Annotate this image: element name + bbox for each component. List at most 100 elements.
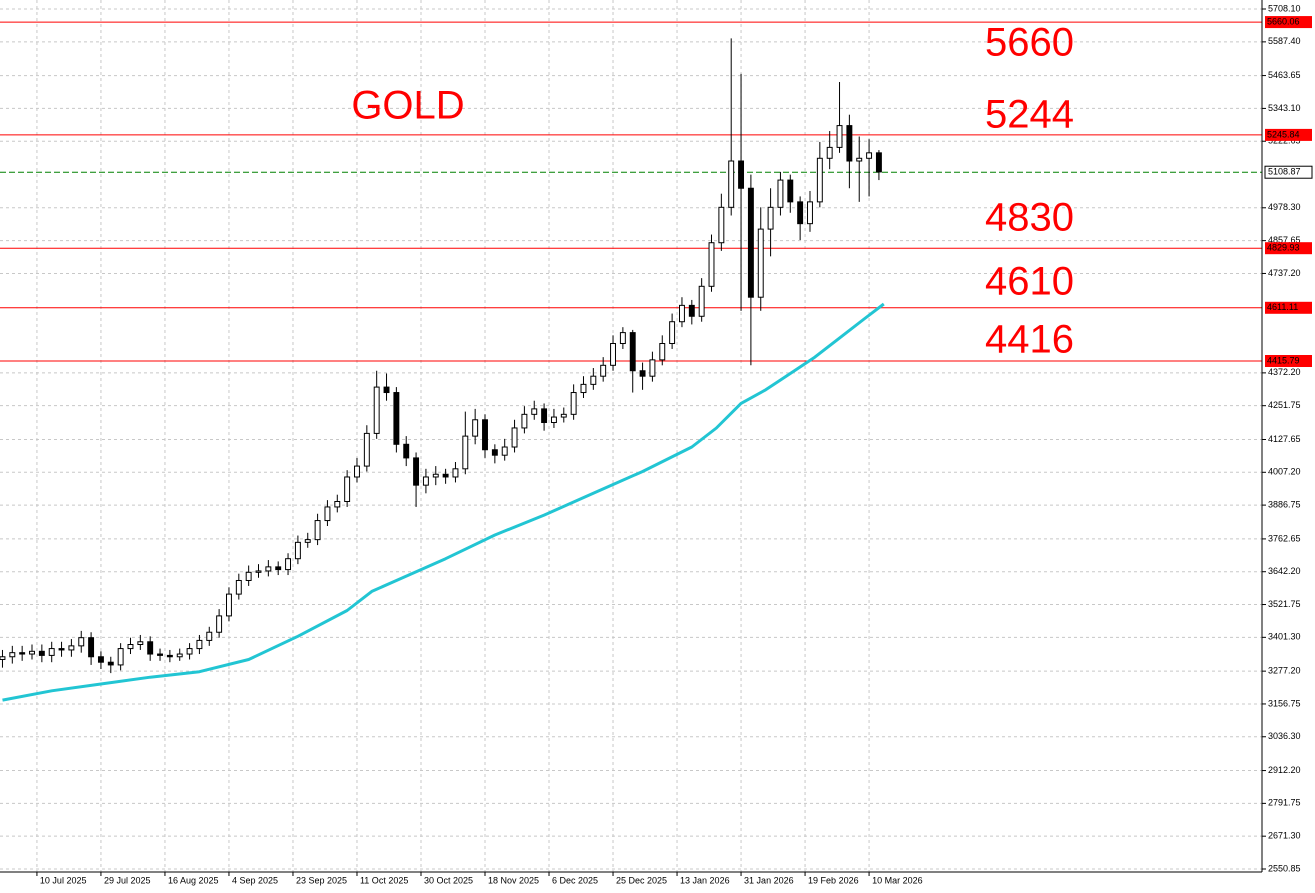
y-tick-label: 2912.20 [1268,765,1301,775]
y-tick-label: 4857.65 [1268,235,1301,245]
candle-body [285,558,292,571]
candle-body [649,359,656,377]
annotation: 4610 [985,260,1074,304]
candle-body [816,157,823,203]
candle-body [531,408,538,415]
candle-body [856,157,863,162]
y-tick-label: 3521.75 [1268,599,1301,609]
y-tick-label: 3886.75 [1268,499,1301,509]
x-tick-label: 6 Dec 2025 [552,875,598,885]
candle-body [48,648,55,656]
candle-body [679,304,685,323]
candle-body [511,427,518,448]
current-price-label: 5108.87 [1268,167,1301,177]
candle-body [38,650,45,656]
x-tick-label: 29 Jul 2025 [104,875,151,885]
marks [0,38,885,702]
candle-body [580,383,587,394]
candle-body [216,615,223,633]
annotation: 4416 [985,318,1074,362]
candle-body [472,419,479,437]
candle-body [866,152,873,159]
candle-body [422,476,429,486]
level-price-label: 4415.79 [1267,355,1300,365]
candle-body [403,443,410,459]
current-price-box [1264,165,1313,179]
candle-body [826,146,833,159]
x-tick-label: 25 Dec 2025 [616,875,667,885]
candle-body [560,413,567,418]
y-tick-label: 3642.20 [1268,566,1301,576]
level-price-box [1265,242,1312,255]
candle-body [393,392,400,445]
x-tick-label: 4 Sep 2025 [232,875,278,885]
candle-body [718,206,725,244]
candle-body [314,520,321,541]
candle-body [442,473,449,478]
candle-body [659,343,666,361]
annotation: 5660 [985,21,1074,65]
candle-body [541,408,548,424]
candle-body [97,656,104,663]
x-tick-label: 16 Aug 2025 [168,875,219,885]
y-tick-label: 3156.75 [1268,698,1301,708]
level-price-label: 5245.84 [1267,129,1300,139]
candle-body [698,285,705,317]
candle-body [344,476,351,502]
y-tick-label: 3277.20 [1268,666,1301,676]
level-price-box [1265,301,1312,314]
y-tick-label: 4007.20 [1268,467,1301,477]
candle-body [245,571,252,581]
y-tick-label: 2791.75 [1268,798,1301,808]
y-tick-label: 4251.75 [1268,400,1301,410]
candle-body [570,392,577,415]
candle-body [324,506,331,522]
candle-body [157,653,163,656]
y-tick-label: 4127.65 [1268,434,1301,444]
y-tick-label: 5343.10 [1268,103,1301,113]
candle-body [29,650,35,655]
candle-body [688,304,695,317]
y-tick-label: 3036.30 [1268,731,1301,741]
candle-body [354,465,360,478]
level-price-box [1265,16,1312,29]
y-tick-label: 2550.85 [1268,863,1301,873]
candle-body [787,179,794,203]
y-tick-label: 3762.65 [1268,533,1301,543]
candle-body [235,579,242,595]
candle-body [836,125,843,148]
candle-body [127,644,134,650]
y-tick-label: 5708.10 [1268,3,1301,13]
candle-body [432,473,439,478]
candle-body [600,364,607,377]
x-tick-label: 18 Nov 2025 [488,875,539,885]
x-tick-label: 23 Sep 2025 [296,875,347,885]
chart-title: GOLD [351,84,464,128]
candle-body [226,593,232,617]
candle-body [78,637,85,647]
level-price-label: 5660.06 [1267,16,1300,26]
candle-body [137,641,144,646]
candle-body [610,343,616,366]
candle-body [807,201,813,225]
candle-body [767,206,774,230]
candle-body [747,187,754,298]
candle-body [728,160,735,208]
candle-body [757,228,764,298]
level-price-box [1265,355,1312,368]
candle-body [462,435,469,470]
grid [0,0,1262,872]
annotation: 4830 [985,196,1074,240]
candle-body [639,370,646,377]
candle-body [58,648,65,651]
candle-body [482,419,488,451]
x-tick-label: 30 Oct 2025 [424,875,473,885]
candle-body [304,539,311,543]
candle-body [363,432,370,467]
candle-body [846,125,853,162]
candle-body [777,179,784,208]
candle-body [619,332,626,345]
candle-body [0,656,6,660]
